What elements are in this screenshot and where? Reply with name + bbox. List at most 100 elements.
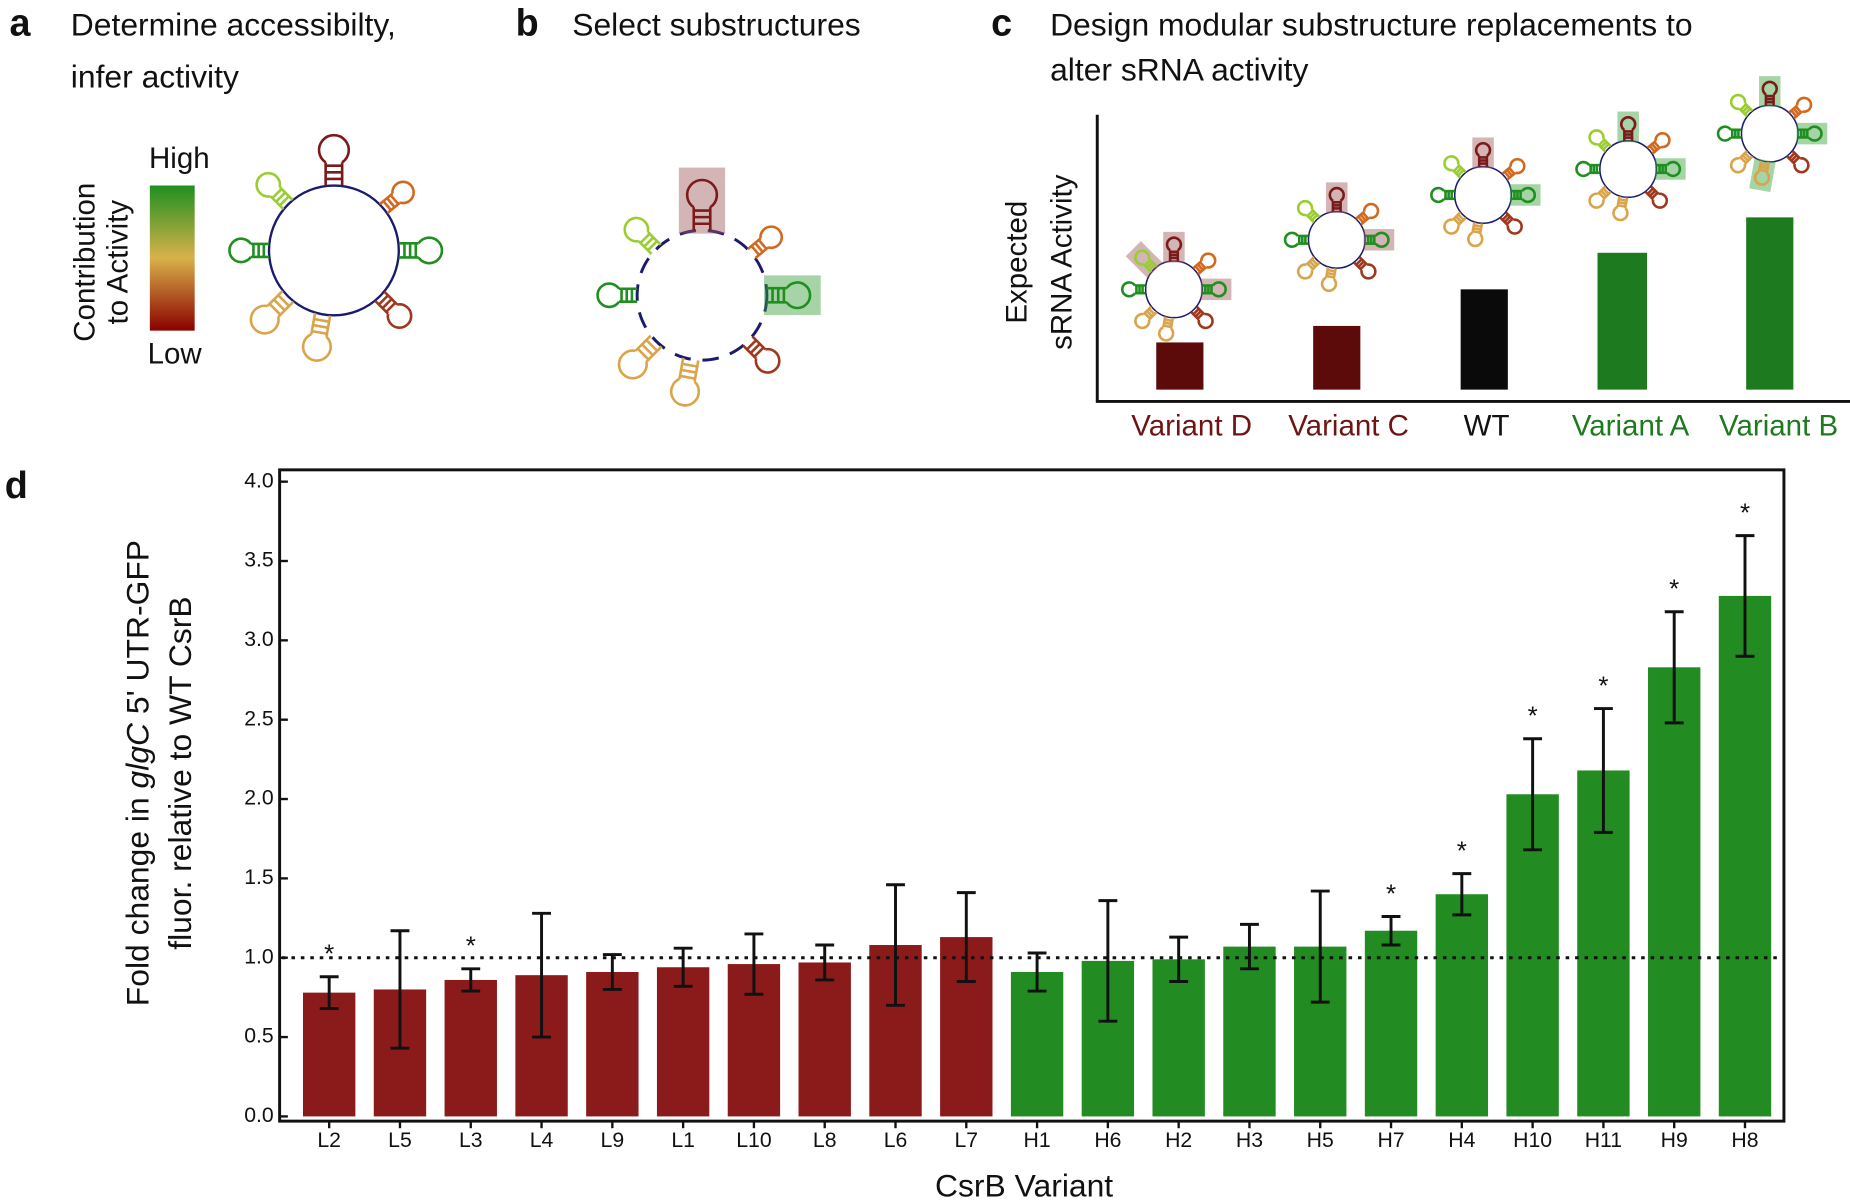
hairpin <box>1612 195 1629 222</box>
bar <box>1364 930 1418 1117</box>
hairpin <box>1499 211 1523 235</box>
x-tick-label: H8 <box>1731 1129 1758 1152</box>
loop <box>1211 281 1227 298</box>
rna-backbone <box>1599 139 1658 199</box>
rung <box>1759 168 1768 173</box>
x-tick-label: L7 <box>954 1129 978 1152</box>
x-tick-label: H7 <box>1377 1129 1404 1152</box>
hairpin <box>623 216 662 255</box>
hairpin <box>1363 229 1395 251</box>
schematic-bar <box>1597 252 1648 390</box>
loop <box>1360 263 1377 280</box>
stem <box>1743 155 1754 165</box>
rung <box>1452 164 1461 173</box>
loop <box>417 236 444 265</box>
y-tick-label: 2.0 <box>244 787 274 810</box>
rung <box>277 294 291 307</box>
loop <box>1467 231 1484 248</box>
rung <box>1741 105 1750 113</box>
hairpin <box>398 236 444 265</box>
loop <box>1430 186 1446 204</box>
hairpin <box>1588 129 1612 153</box>
loop <box>1200 252 1217 269</box>
rung <box>1739 156 1747 164</box>
y-tick-label: 3.5 <box>244 549 274 572</box>
loop <box>1443 218 1460 235</box>
stem <box>1743 102 1754 112</box>
stem <box>1646 139 1657 149</box>
variant-label: Variant A <box>1572 410 1690 443</box>
hairpin <box>1353 256 1377 280</box>
variant-label: Variant C <box>1288 410 1409 443</box>
rung <box>313 317 330 323</box>
x-tick-label: L2 <box>317 1129 341 1152</box>
loop <box>785 281 812 310</box>
hairpin <box>1190 305 1214 330</box>
y-axis-label: Fold change in glgC 5' UTR-GFP <box>120 540 156 1006</box>
rung <box>1598 191 1606 200</box>
label-part: Fold change in <box>120 788 156 1006</box>
hairpin <box>747 225 784 260</box>
rung <box>312 323 329 330</box>
rung <box>1326 271 1335 276</box>
hairpin <box>742 335 781 374</box>
rung <box>272 298 286 312</box>
hairpin <box>255 171 294 211</box>
rung <box>1602 143 1610 151</box>
legend-title: to Activity <box>101 200 134 325</box>
y-tick-label: 3.0 <box>244 628 274 651</box>
loop <box>1134 249 1151 266</box>
stem <box>1650 185 1660 195</box>
rung <box>1326 274 1335 279</box>
rna-backbone <box>1453 165 1513 225</box>
y-tick-label: 2.5 <box>244 707 274 730</box>
rung <box>1457 169 1465 177</box>
rung <box>1648 189 1657 197</box>
rung <box>750 245 761 256</box>
loop <box>623 216 650 243</box>
stem <box>1499 216 1509 227</box>
loop <box>1509 158 1526 175</box>
hairpin <box>1759 76 1781 107</box>
y-axis-label: fluor. relative to WT CsrB <box>162 596 198 949</box>
hairpin <box>1296 199 1321 224</box>
panel-title: alter sRNA activity <box>1050 52 1308 88</box>
axis-label: sRNA Activity <box>1045 174 1078 350</box>
hairpin <box>1617 111 1639 143</box>
loop <box>1320 276 1338 293</box>
stem <box>277 300 295 318</box>
rung <box>645 339 659 352</box>
x-tick-label: L8 <box>813 1129 837 1152</box>
x-tick-label: L3 <box>459 1129 483 1152</box>
bar <box>444 979 497 1117</box>
hairpin <box>669 357 701 407</box>
rung <box>749 342 761 354</box>
rung <box>1473 226 1482 231</box>
rung <box>1473 223 1482 228</box>
loop <box>1134 312 1151 330</box>
loop <box>596 282 621 309</box>
hairpin <box>1326 182 1348 214</box>
hairpin <box>1729 149 1754 174</box>
stem <box>1197 266 1208 276</box>
rung <box>646 240 658 252</box>
hairpin <box>1320 266 1338 293</box>
loop <box>1296 263 1314 280</box>
variant-label: WT <box>1464 410 1510 443</box>
x-tick-label: H2 <box>1165 1129 1192 1152</box>
loop <box>386 303 413 329</box>
loop <box>1296 199 1314 217</box>
loop <box>1761 80 1778 96</box>
rung <box>680 368 697 374</box>
panel-letter: b <box>516 2 539 44</box>
rung <box>1196 312 1205 320</box>
loop <box>317 133 351 164</box>
x-tick-label: L10 <box>736 1129 771 1152</box>
rung <box>1648 145 1656 153</box>
y-tick-label: 1.0 <box>244 945 274 968</box>
stem <box>1353 261 1363 272</box>
rung <box>1505 169 1513 177</box>
stem <box>1142 263 1153 273</box>
rung <box>1790 154 1798 162</box>
